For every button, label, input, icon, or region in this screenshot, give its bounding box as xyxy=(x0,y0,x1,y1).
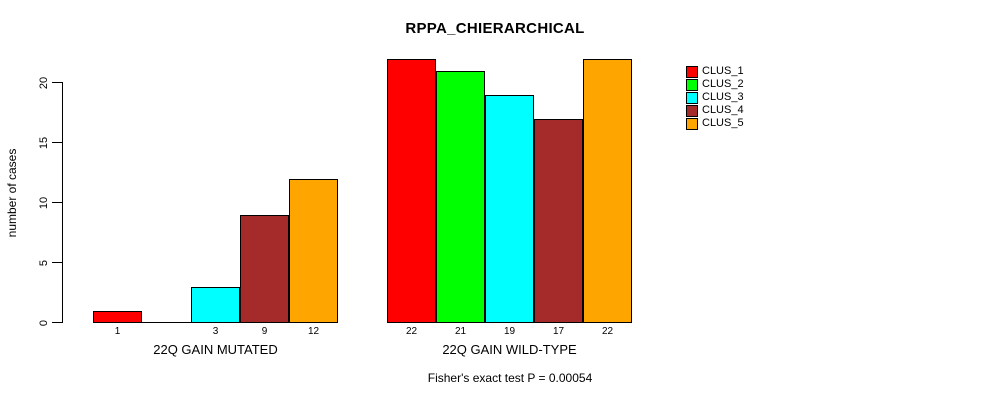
bar-clus-4 xyxy=(534,119,583,323)
bar-clus-4 xyxy=(240,215,289,323)
legend-label: CLUS_2 xyxy=(702,78,744,90)
group-label: 22Q GAIN MUTATED xyxy=(153,342,278,357)
legend-item: CLUS_5 xyxy=(686,117,744,130)
group-label: 22Q GAIN WILD-TYPE xyxy=(442,342,577,357)
bar-value-label: 21 xyxy=(454,326,467,337)
y-axis-label: number of cases xyxy=(5,148,19,238)
chart-title: RPPA_CHIERARCHICAL xyxy=(405,20,585,37)
legend-swatch-icon xyxy=(686,65,698,78)
y-tick-mark xyxy=(52,202,62,203)
y-tick-mark xyxy=(52,322,62,323)
y-tick-label: 20 xyxy=(38,76,50,89)
bar-clus-2 xyxy=(436,71,485,323)
legend-swatch-icon xyxy=(686,78,698,91)
y-tick-label: 15 xyxy=(38,136,50,149)
y-tick-label: 0 xyxy=(38,319,50,326)
y-tick-label: 10 xyxy=(38,196,50,209)
bar-clus-3 xyxy=(485,95,534,323)
legend-label: CLUS_5 xyxy=(702,117,744,129)
bar-value-label: 22 xyxy=(601,326,614,337)
bar-value-label: 19 xyxy=(503,326,516,337)
legend-label: CLUS_3 xyxy=(702,91,744,103)
legend-label: CLUS_1 xyxy=(702,65,744,77)
bar-value-label: 3 xyxy=(212,326,219,337)
bar-clus-3 xyxy=(191,287,240,323)
legend-label: CLUS_4 xyxy=(702,104,744,116)
bar-value-label: 1 xyxy=(114,326,121,337)
y-tick-mark xyxy=(52,142,62,143)
legend: CLUS_1 CLUS_2 CLUS_3 CLUS_4 CLUS_5 xyxy=(686,65,744,130)
bar-value-label: 17 xyxy=(552,326,565,337)
bar-value-label: 12 xyxy=(307,326,320,337)
bar-clus-1 xyxy=(93,311,142,323)
y-tick-mark xyxy=(52,82,62,83)
legend-swatch-icon xyxy=(686,117,698,130)
legend-item: CLUS_3 xyxy=(686,91,744,104)
fisher-test-annotation: Fisher's exact test P = 0.00054 xyxy=(427,371,593,385)
y-tick-mark xyxy=(52,262,62,263)
bar-value-label: 9 xyxy=(261,326,268,337)
bar-value-label: 22 xyxy=(405,326,418,337)
bar-clus-2 xyxy=(142,322,191,323)
bar-clus-1 xyxy=(387,59,436,323)
y-tick-label: 5 xyxy=(38,259,50,266)
bar-clus-5 xyxy=(583,59,632,323)
legend-item: CLUS_4 xyxy=(686,104,744,117)
bar-clus-5 xyxy=(289,179,338,323)
y-axis-line xyxy=(62,82,63,323)
legend-swatch-icon xyxy=(686,91,698,104)
legend-item: CLUS_2 xyxy=(686,78,744,91)
legend-item: CLUS_1 xyxy=(686,65,744,78)
legend-swatch-icon xyxy=(686,104,698,117)
